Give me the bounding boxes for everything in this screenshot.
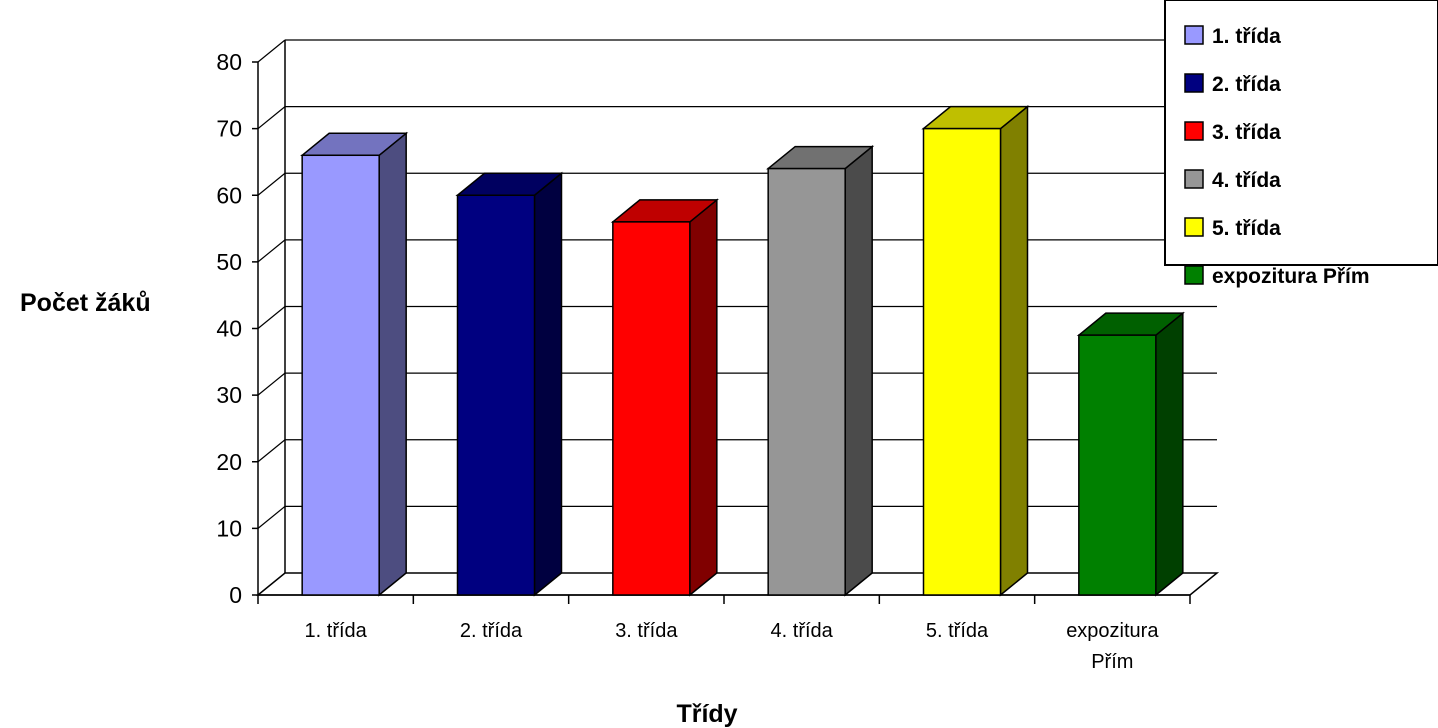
bar-front xyxy=(612,221,691,596)
bar-front xyxy=(922,127,1002,596)
bar xyxy=(1076,311,1185,597)
bar xyxy=(766,145,875,597)
bar-side xyxy=(533,171,563,597)
x-tick-labels: 1. třída 2. třída 3. třída 4. třída 5. třída… xyxy=(305,620,1160,673)
legend-item: 1. třída xyxy=(1184,25,1281,48)
legend-item: expozitura Přím xyxy=(1184,265,1370,288)
gridline-diagonal xyxy=(257,306,286,329)
legend-swatch xyxy=(1184,25,1204,45)
legend-label: 4. třída xyxy=(1212,169,1281,192)
y-tick-label: 20 xyxy=(216,449,242,475)
x-tick-label: 4. třída xyxy=(771,620,834,642)
bar xyxy=(300,131,409,597)
x-tick-label: 3. třída xyxy=(615,620,678,642)
legend-label: 2. třída xyxy=(1212,73,1281,96)
x-tick-label-line: 1. třída xyxy=(305,620,368,642)
bar-front xyxy=(1078,334,1157,596)
x-tick-label: 2. třída xyxy=(460,620,523,642)
y-tick-label: 80 xyxy=(216,49,242,75)
gridline-diagonal xyxy=(257,239,286,263)
gridline-diagonal xyxy=(257,505,286,529)
legend-label: 3. třída xyxy=(1212,121,1281,144)
gridline-diagonal xyxy=(257,372,286,396)
bar-side xyxy=(844,145,873,597)
x-tick-label-line: expozitura xyxy=(1066,620,1159,642)
bar xyxy=(610,198,719,597)
y-tick-label: 0 xyxy=(229,582,242,608)
legend-swatch xyxy=(1184,217,1204,237)
legend-swatch xyxy=(1184,73,1204,93)
x-axis xyxy=(257,594,1191,604)
x-tick-label-line: 4. třída xyxy=(771,620,834,642)
bar xyxy=(921,105,1030,597)
legend-item: 4. třída xyxy=(1184,169,1281,192)
legend-label: 5. třída xyxy=(1212,217,1281,240)
x-tick-label-line: 5. třída xyxy=(926,620,989,642)
y-tick-label: 60 xyxy=(216,182,242,208)
y-tick-label: 50 xyxy=(216,249,242,275)
legend-swatch xyxy=(1184,169,1204,189)
legend-label: expozitura Přím xyxy=(1212,265,1370,288)
legend-swatch xyxy=(1184,265,1204,285)
bar-side xyxy=(378,131,407,597)
bar-front xyxy=(767,167,846,596)
y-tick-label: 30 xyxy=(216,382,242,408)
y-tick-label: 70 xyxy=(216,116,242,142)
y-axis: 0 10 20 30 40 50 60 70 80 xyxy=(216,49,259,608)
bar-side xyxy=(689,198,718,597)
legend: 1. třída 2. třída 3. třída 4. třída 5. třída… xyxy=(1164,0,1438,288)
x-axis-title: Třídy xyxy=(676,700,737,728)
x-tick-label: 1. třída xyxy=(305,620,368,642)
bars xyxy=(300,105,1185,597)
y-tick-label: 40 xyxy=(216,316,242,342)
gridlines xyxy=(257,39,1217,529)
bar-front xyxy=(301,154,380,596)
bar-front xyxy=(456,194,536,596)
gridline-diagonal xyxy=(257,172,286,196)
gridline-diagonal xyxy=(257,39,286,63)
legend-label: 1. třída xyxy=(1212,25,1281,48)
bar-side xyxy=(1155,311,1184,597)
bar xyxy=(455,171,564,597)
y-tick-label: 10 xyxy=(216,515,242,541)
x-tick-label: 5. třída xyxy=(926,620,989,642)
x-tick-label-line: 3. třída xyxy=(615,620,678,642)
legend-item: 2. třída xyxy=(1184,73,1281,96)
y-axis-title: Počet žáků xyxy=(20,289,151,317)
legend-item: 3. třída xyxy=(1184,121,1281,144)
x-tick-label-line: Přím xyxy=(1091,651,1133,673)
bar-side xyxy=(999,105,1029,597)
legend-box xyxy=(1164,0,1438,266)
gridline-diagonal xyxy=(257,439,286,463)
x-tick-label: expozitura Přím xyxy=(1066,620,1159,673)
legend-swatch xyxy=(1184,121,1204,141)
x-tick-label-line: 2. třída xyxy=(460,620,523,642)
legend-item: 5. třída xyxy=(1184,217,1281,240)
gridline-diagonal xyxy=(257,106,286,130)
